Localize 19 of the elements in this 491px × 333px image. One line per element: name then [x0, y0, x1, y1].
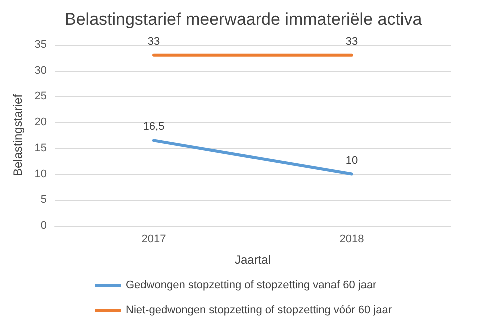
data-label: 33: [148, 36, 160, 48]
y-tick-label: 10: [34, 168, 47, 180]
y-tick-label: 5: [40, 194, 47, 206]
legend-label: Niet-gedwongen stopzetting of stopzetting vóór 60 jaar: [126, 304, 392, 316]
x-axis-title: Jaartal: [234, 253, 272, 267]
data-label: 10: [346, 154, 358, 167]
x-tick-label: 2018: [340, 234, 364, 246]
y-tick-label: 35: [34, 39, 47, 51]
data-label: 16,5: [143, 121, 165, 134]
y-tick-label: 30: [34, 64, 47, 77]
data-label: 33: [346, 36, 358, 48]
y-tick-label: 0: [40, 220, 47, 232]
y-tick-label: 15: [34, 142, 47, 154]
legend-label: Gedwongen stopzetting of stopzetting vanaf 60 jaar: [126, 280, 378, 292]
y-tick-label: 25: [34, 90, 47, 103]
x-tick-label: 2017: [142, 234, 166, 246]
y-axis-title: Belastingstarief: [10, 94, 25, 177]
chart-title: Belastingstarief meerwaarde immateriële activa: [65, 10, 423, 29]
y-tick-label: 20: [34, 116, 47, 129]
